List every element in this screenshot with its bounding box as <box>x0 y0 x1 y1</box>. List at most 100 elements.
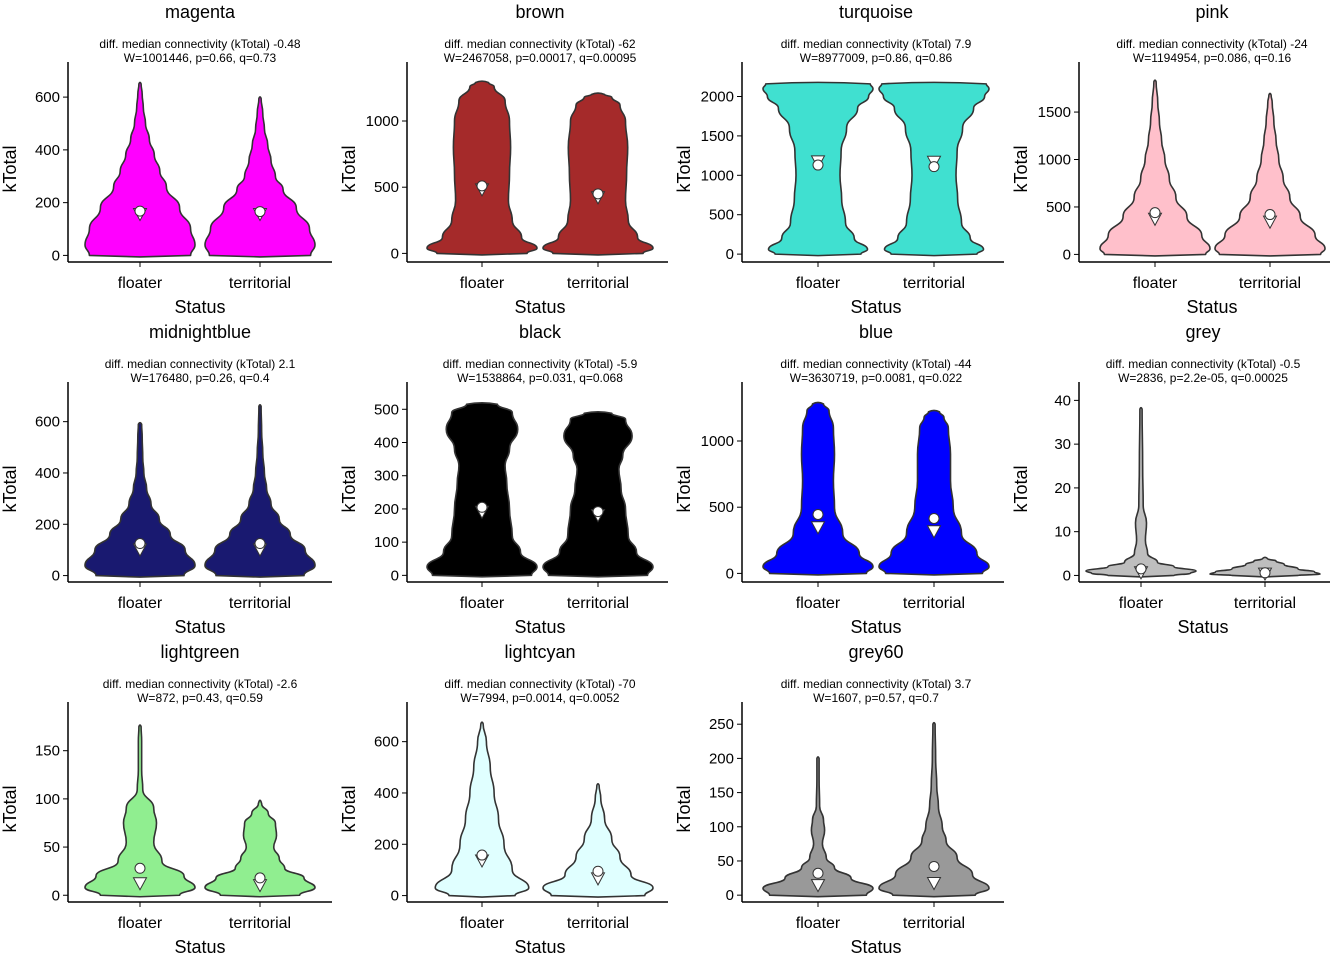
y-tick-label: 500 <box>709 499 734 516</box>
violin-floater <box>1085 406 1197 578</box>
y-tick-label: 0 <box>391 567 399 584</box>
y-tick-label: 250 <box>709 716 734 733</box>
panel-subtitle-line1: diff. median connectivity (kTotal) 3.7 <box>781 677 972 691</box>
y-axis-title: kTotal <box>1011 465 1031 512</box>
y-tick-label: 10 <box>1054 524 1071 541</box>
x-axis-title: Status <box>174 617 225 637</box>
y-tick-label: 400 <box>374 435 399 452</box>
y-tick-label: 0 <box>52 887 60 904</box>
violin-territorial <box>204 799 316 898</box>
violin-floater <box>762 401 874 576</box>
violin-floater <box>426 402 538 578</box>
y-tick-label: 0 <box>726 887 734 904</box>
median-marker-territorial <box>926 877 942 891</box>
panel-title: turquoise <box>839 2 913 22</box>
panel-subtitle-line2: W=872, p=0.43, q=0.59 <box>137 691 263 705</box>
y-tick-label: 400 <box>35 465 60 482</box>
y-axis-title: kTotal <box>0 785 20 832</box>
median-marker-floater <box>132 877 148 891</box>
y-tick-label: 0 <box>726 565 734 582</box>
panel-blue: blue diff. median connectivity (kTotal) -… <box>674 322 1004 637</box>
x-tick-label-territorial: territorial <box>1234 595 1296 612</box>
x-tick-label-territorial: territorial <box>229 595 291 612</box>
y-axis-title: kTotal <box>0 465 20 512</box>
x-tick-label-floater: floater <box>118 275 163 292</box>
panel-subtitle-line1: diff. median connectivity (kTotal) -0.5 <box>1106 357 1301 371</box>
mean-marker-floater <box>812 867 824 879</box>
panel-subtitle-line1: diff. median connectivity (kTotal) -70 <box>444 677 636 691</box>
mean-marker-floater <box>134 862 146 874</box>
panel-subtitle-line2: W=1194954, p=0.086, q=0.16 <box>1133 51 1292 65</box>
x-tick-label-floater: floater <box>460 595 505 612</box>
y-tick-label: 20 <box>1054 480 1071 497</box>
y-tick-label: 0 <box>391 888 399 905</box>
y-tick-label: 0 <box>52 247 60 264</box>
y-axis-title: kTotal <box>339 145 359 192</box>
mean-marker-territorial <box>592 506 604 518</box>
mean-marker-floater <box>812 508 824 520</box>
y-tick-label: 200 <box>374 836 399 853</box>
mean-marker-territorial <box>928 512 940 524</box>
y-tick-label: 50 <box>43 839 60 856</box>
x-tick-label-territorial: territorial <box>229 275 291 292</box>
mean-marker-floater <box>134 538 146 550</box>
panel-title: brown <box>515 2 564 22</box>
panel-subtitle-line2: W=7994, p=0.0014, q=0.0052 <box>460 691 619 705</box>
mean-marker-territorial <box>1264 209 1276 221</box>
panel-title: black <box>519 322 562 342</box>
y-axis-title: kTotal <box>674 465 694 512</box>
y-tick-label: 300 <box>374 468 399 485</box>
y-tick-label: 100 <box>374 534 399 551</box>
y-tick-label: 2000 <box>701 88 734 105</box>
mean-marker-floater <box>1149 207 1161 219</box>
x-axis-title: Status <box>514 617 565 637</box>
y-tick-label: 200 <box>709 750 734 767</box>
panel-subtitle-line2: W=1001446, p=0.66, q=0.73 <box>124 51 277 65</box>
y-tick-label: 200 <box>35 195 60 212</box>
violin-territorial <box>542 410 654 578</box>
violin-floater <box>84 421 196 578</box>
panel-title: magenta <box>165 2 236 22</box>
panel-subtitle-line1: diff. median connectivity (kTotal) -0.48 <box>99 37 301 51</box>
mean-marker-floater <box>476 180 488 192</box>
x-tick-label-floater: floater <box>460 915 505 932</box>
y-tick-label: 0 <box>391 245 399 262</box>
y-tick-label: 100 <box>709 819 734 836</box>
panel-subtitle-line2: W=176480, p=0.26, q=0.4 <box>130 371 269 385</box>
y-tick-label: 200 <box>35 516 60 533</box>
x-axis-title: Status <box>1186 297 1237 317</box>
x-tick-label-floater: floater <box>796 915 841 932</box>
panel-title: grey <box>1185 322 1220 342</box>
panel-subtitle-line2: W=2836, p=2.2e-05, q=0.00025 <box>1118 371 1288 385</box>
x-axis-title: Status <box>850 617 901 637</box>
y-tick-label: 100 <box>35 791 60 808</box>
y-axis-title: kTotal <box>0 145 20 192</box>
x-tick-label-territorial: territorial <box>903 915 965 932</box>
mean-marker-floater <box>812 159 824 171</box>
panel-black: black diff. median connectivity (kTotal) … <box>339 322 668 637</box>
mean-marker-territorial <box>1259 567 1271 579</box>
mean-marker-floater <box>134 205 146 217</box>
panel-title: pink <box>1195 2 1229 22</box>
y-tick-label: 600 <box>35 89 60 106</box>
x-axis-title: Status <box>1177 617 1228 637</box>
y-tick-label: 30 <box>1054 436 1071 453</box>
y-tick-label: 1000 <box>701 433 734 450</box>
violin-floater <box>426 80 538 256</box>
panel-brown: brown diff. median connectivity (kTotal) … <box>339 2 668 317</box>
panel-title: lightcyan <box>504 642 575 662</box>
panel-subtitle-line1: diff. median connectivity (kTotal) -5.9 <box>443 357 638 371</box>
violin-territorial <box>204 403 316 578</box>
x-tick-label-floater: floater <box>1119 595 1164 612</box>
violin-territorial <box>542 782 654 898</box>
median-marker-floater <box>810 521 826 535</box>
y-tick-label: 1500 <box>1038 104 1071 121</box>
y-tick-label: 1000 <box>701 167 734 184</box>
y-tick-label: 500 <box>1046 199 1071 216</box>
y-tick-label: 400 <box>35 142 60 159</box>
mean-marker-floater <box>476 501 488 513</box>
panel-lightcyan: lightcyan diff. median connectivity (kTot… <box>339 642 668 957</box>
panel-subtitle-line2: W=3630719, p=0.0081, q=0.022 <box>790 371 963 385</box>
panel-subtitle-line1: diff. median connectivity (kTotal) -44 <box>780 357 972 371</box>
panel-title: midnightblue <box>149 322 251 342</box>
